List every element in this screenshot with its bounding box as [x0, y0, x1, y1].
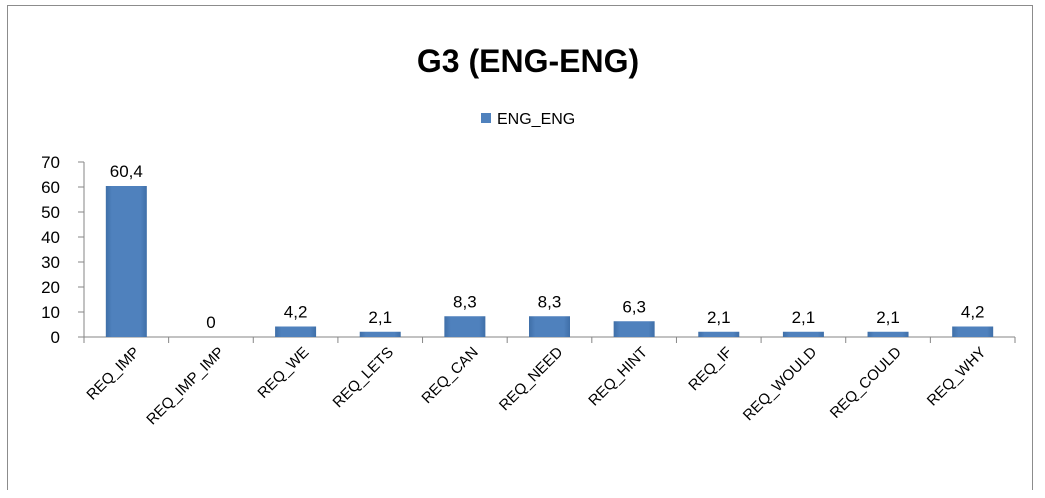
y-tick-label: 30	[41, 253, 60, 272]
y-tick-label: 10	[41, 303, 60, 322]
chart-title: G3 (ENG-ENG)	[417, 43, 639, 79]
data-label-req-imp-imp: 0	[206, 313, 215, 332]
bar-req-lets	[359, 331, 401, 337]
bar-req-if	[698, 331, 740, 337]
y-tick-label: 0	[51, 328, 60, 347]
data-label-req-could: 2,1	[876, 308, 900, 327]
data-label-req-why: 4,2	[961, 303, 985, 322]
y-axis: 0 10 20 30 40 50 60 70	[41, 153, 85, 347]
y-tick-label: 50	[41, 203, 60, 222]
data-label-req-would: 2,1	[792, 308, 816, 327]
bar-req-imp	[105, 186, 147, 337]
y-tick-label: 70	[41, 153, 60, 172]
bar-req-could	[867, 331, 909, 337]
data-label-req-can: 8,3	[453, 292, 477, 311]
y-tick-label: 40	[41, 228, 60, 247]
data-label-req-hint: 6,3	[622, 297, 646, 316]
legend-swatch	[481, 113, 491, 123]
bar-req-hint	[613, 321, 655, 337]
chart-border	[7, 5, 1033, 490]
y-tick-label: 20	[41, 278, 60, 297]
chart-legend: ENG_ENG	[481, 111, 575, 128]
data-labels: 60,4 0 4,2 2,1 8,3 8,3 6,3 2,1 2,1 2,1 4,2	[110, 162, 985, 332]
data-label-req-we: 4,2	[284, 303, 308, 322]
data-label-req-need: 8,3	[538, 292, 562, 311]
bar-req-would	[782, 331, 824, 337]
data-label-req-imp: 60,4	[110, 162, 143, 181]
bar-req-need	[529, 316, 570, 337]
bar-series-eng-eng	[105, 186, 994, 337]
y-tick-label: 60	[41, 178, 60, 197]
bar-req-can	[444, 316, 486, 337]
legend-label-eng-eng: ENG_ENG	[497, 111, 575, 128]
data-label-req-if: 2,1	[707, 308, 731, 327]
bar-req-why	[952, 326, 994, 337]
data-label-req-lets: 2,1	[368, 308, 392, 327]
bar-req-we	[275, 326, 317, 337]
